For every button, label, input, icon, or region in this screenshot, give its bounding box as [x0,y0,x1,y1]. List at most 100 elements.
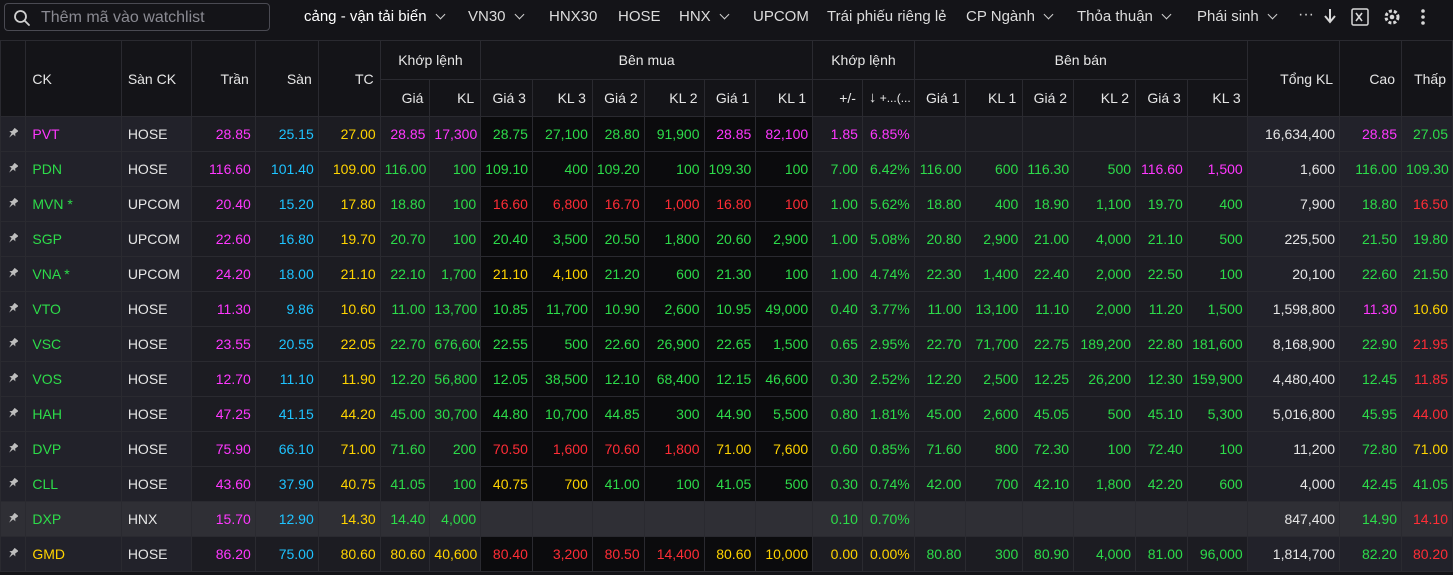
pin-icon[interactable] [0,291,27,327]
cell-symbol[interactable]: CLL [25,466,122,502]
cell-ask-price-1: 45.00 [913,396,967,432]
cell-ask-price-1: 18.80 [913,186,967,222]
cell-high: 116.00 [1339,151,1402,187]
nav-tab-5[interactable]: UPCOM [753,0,809,35]
cell-exchange: HOSE [120,466,192,502]
col-ref[interactable]: TC [317,40,381,117]
watchlist-search[interactable] [4,3,270,31]
col-total-volume[interactable]: Tổng KL [1246,40,1341,117]
cell-symbol[interactable]: DXP [25,501,122,537]
cell-ask-volume-2: 500 [1073,151,1137,187]
table-row[interactable]: DXP HNX 15.70 12.90 14.30 14.40 4,000 0.10 0.70%… [0,501,1453,537]
pin-icon[interactable] [0,431,27,467]
nav-tab-6[interactable]: Trái phiếu riêng lẻ [827,0,947,35]
col-ceiling[interactable]: Trần [190,40,256,117]
cell-symbol[interactable]: GMD [25,536,122,572]
pin-icon[interactable] [0,466,27,502]
col-change-pct[interactable]: ↓ +...(... [861,79,915,117]
pin-icon[interactable] [0,186,27,222]
col-bid-vol1[interactable]: KL 1 [755,79,814,117]
cell-ask-volume-1: 13,100 [965,291,1024,327]
more-horizontal-icon[interactable]: ··· [1298,6,1314,23]
download-icon[interactable] [1322,8,1338,26]
more-vertical-icon[interactable] [1419,8,1427,26]
col-high[interactable]: Cao [1339,40,1402,117]
col-bid2[interactable]: Giá 2 [591,79,645,117]
nav-tab-1[interactable]: VN30 [468,0,524,35]
table-row[interactable]: MVN * UPCOM 20.40 15.20 17.80 18.80 100 16.60 6,… [0,186,1453,222]
pin-icon[interactable] [0,361,27,397]
cell-symbol[interactable]: HAH [25,396,122,432]
nav-tab-7[interactable]: CP Ngành [966,0,1054,35]
cell-symbol[interactable]: SGP [25,221,122,257]
pin-icon[interactable] [0,326,27,362]
col-ask-vol2[interactable]: KL 2 [1073,79,1137,117]
pin-icon[interactable] [0,256,27,292]
pin-icon[interactable] [0,396,27,432]
cell-symbol[interactable]: MVN * [25,186,122,222]
col-ask2[interactable]: Giá 2 [1022,79,1075,117]
nav-tab-2[interactable]: HNX30 [549,0,597,35]
cell-symbol[interactable]: PDN [25,151,122,187]
top-toolbar: cảng - vận tải biển VN30 HNX30 HOSE HNX UPCOM… [0,0,1453,35]
pin-icon[interactable] [0,536,27,572]
col-match-price[interactable]: Giá [379,79,431,117]
col-ck[interactable]: CK [25,40,122,117]
col-ask3[interactable]: Giá 3 [1135,79,1188,117]
col-ask1[interactable]: Giá 1 [913,79,967,117]
nav-tab-8[interactable]: Thỏa thuận [1077,0,1172,35]
col-bid-vol3[interactable]: KL 3 [531,79,593,117]
search-input[interactable] [39,7,268,29]
table-row[interactable]: VSC HOSE 23.55 20.55 22.05 22.70 676,600 22.55 5… [0,326,1453,362]
cell-bid-price-2: 10.90 [591,291,645,327]
pin-icon[interactable] [0,151,27,187]
col-bid1[interactable]: Giá 1 [703,79,757,117]
table-row[interactable]: DVP HOSE 75.90 66.10 71.00 71.60 200 70.50 1,600… [0,431,1453,467]
col-ask-vol1[interactable]: KL 1 [965,79,1024,117]
col-floor[interactable]: Sàn [254,40,319,117]
nav-tab-label: VN30 [468,8,506,25]
cell-symbol[interactable]: PVT [25,116,122,152]
table-row[interactable]: CLL HOSE 43.60 37.90 40.75 41.05 100 40.75 700 41… [0,466,1453,502]
cell-symbol[interactable]: VTO [25,291,122,327]
excel-icon[interactable] [1351,8,1369,26]
nav-tab-3[interactable]: HOSE [618,0,661,35]
table-row[interactable]: SGP UPCOM 22.60 16.80 19.70 20.70 100 20.40 3,50… [0,221,1453,257]
col-match-volume[interactable]: KL [429,79,482,117]
nav-tab-label: HNX [679,8,711,25]
pin-icon[interactable] [0,501,27,537]
cell-bid-volume-2: 100 [643,466,705,502]
gear-icon[interactable] [1383,8,1401,26]
col-bid-vol2[interactable]: KL 2 [643,79,705,117]
cell-high: 28.85 [1339,116,1402,152]
table-row[interactable]: PDN HOSE 116.60 101.40 109.00 116.00 100 109.10… [0,151,1453,187]
col-change[interactable]: +/- [812,79,863,117]
cell-change: 0.30 [812,361,863,397]
cell-symbol[interactable]: DVP [25,431,122,467]
col-exchange[interactable]: Sàn CK [120,40,192,117]
cell-ask-volume-1: 300 [965,536,1024,572]
table-row[interactable]: PVT HOSE 28.85 25.15 27.00 28.85 17,300 28.75 27… [0,116,1453,152]
nav-tab-0[interactable]: cảng - vận tải biển [304,0,446,35]
cell-bid-price-3: 44.80 [480,396,533,432]
table-row[interactable]: VOS HOSE 12.70 11.10 11.90 12.20 56,800 12.05 38… [0,361,1453,397]
cell-symbol[interactable]: VSC [25,326,122,362]
table-row[interactable]: VTO HOSE 11.30 9.86 10.60 11.00 13,700 10.85 11,… [0,291,1453,327]
col-bid3[interactable]: Giá 3 [480,79,533,117]
table-row[interactable]: HAH HOSE 47.25 41.15 44.20 45.00 30,700 44.80 10… [0,396,1453,432]
cell-ask-volume-3: 400 [1186,186,1248,222]
col-low[interactable]: Thấp [1401,40,1453,117]
cell-bid-volume-1: 46,600 [755,361,814,397]
nav-tab-4[interactable]: HNX [679,0,730,35]
table-row[interactable]: VNA * UPCOM 24.20 18.00 21.10 22.10 1,700 21.10… [0,256,1453,292]
col-ask-vol3[interactable]: KL 3 [1186,79,1248,117]
pin-icon[interactable] [0,116,27,152]
cell-match-volume: 1,700 [429,256,482,292]
cell-exchange: HOSE [120,361,192,397]
nav-tab-9[interactable]: Phái sinh [1197,0,1278,35]
table-row[interactable]: GMD HOSE 86.20 75.00 80.60 80.60 40,600 80.40 3,… [0,536,1453,572]
cell-symbol[interactable]: VNA * [25,256,122,292]
cell-high: 72.80 [1339,431,1402,467]
pin-icon[interactable] [0,221,27,257]
cell-symbol[interactable]: VOS [25,361,122,397]
